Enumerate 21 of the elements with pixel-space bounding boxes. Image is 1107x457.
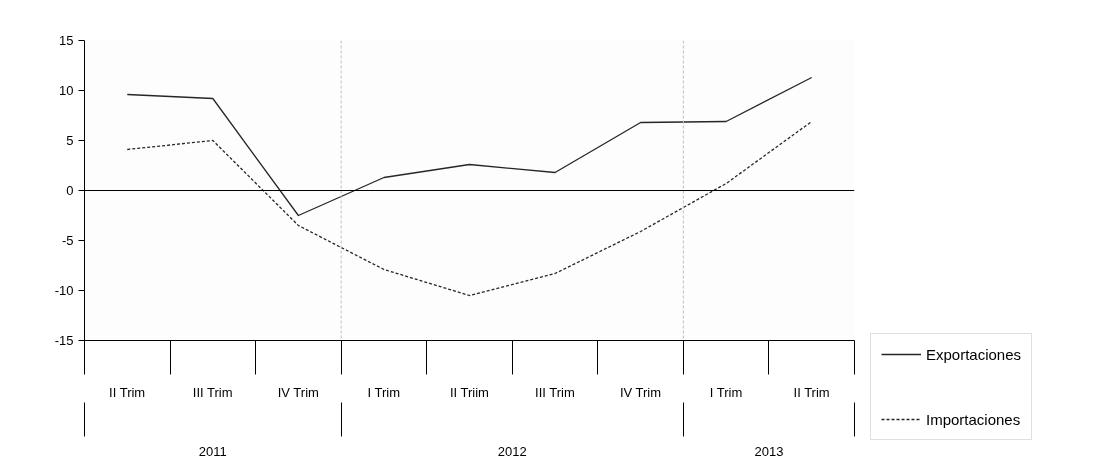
- x-tick-label: III Trim: [535, 384, 575, 400]
- x-tick-label: IV Trim: [277, 384, 319, 400]
- y-tick-label: -5: [61, 233, 74, 248]
- legend-label: Exportaciones: [926, 345, 1022, 363]
- legend-label: Importaciones: [926, 410, 1021, 428]
- x-tick-label: I Trim: [709, 384, 743, 400]
- text: 2012: [497, 443, 527, 457]
- text: 2011: [198, 443, 227, 457]
- x-tick-label: II Trim: [793, 384, 830, 400]
- x-tick-label: IV Trim: [619, 384, 662, 400]
- x-tick-label: II Triim: [449, 384, 489, 400]
- x-tick-label: I Trim: [367, 384, 401, 400]
- y-tick-label: 15: [59, 33, 74, 48]
- x-tick-label: II Trim: [109, 384, 146, 400]
- y-tick-label: -15: [54, 333, 74, 348]
- y-tick-label: 0: [66, 183, 74, 198]
- x-tick-label: III Trim: [192, 384, 233, 400]
- text: 2013: [754, 443, 784, 457]
- y-tick-label: 5: [66, 133, 74, 148]
- y-tick-label: 10: [59, 83, 74, 98]
- y-tick-label: -10: [54, 283, 74, 298]
